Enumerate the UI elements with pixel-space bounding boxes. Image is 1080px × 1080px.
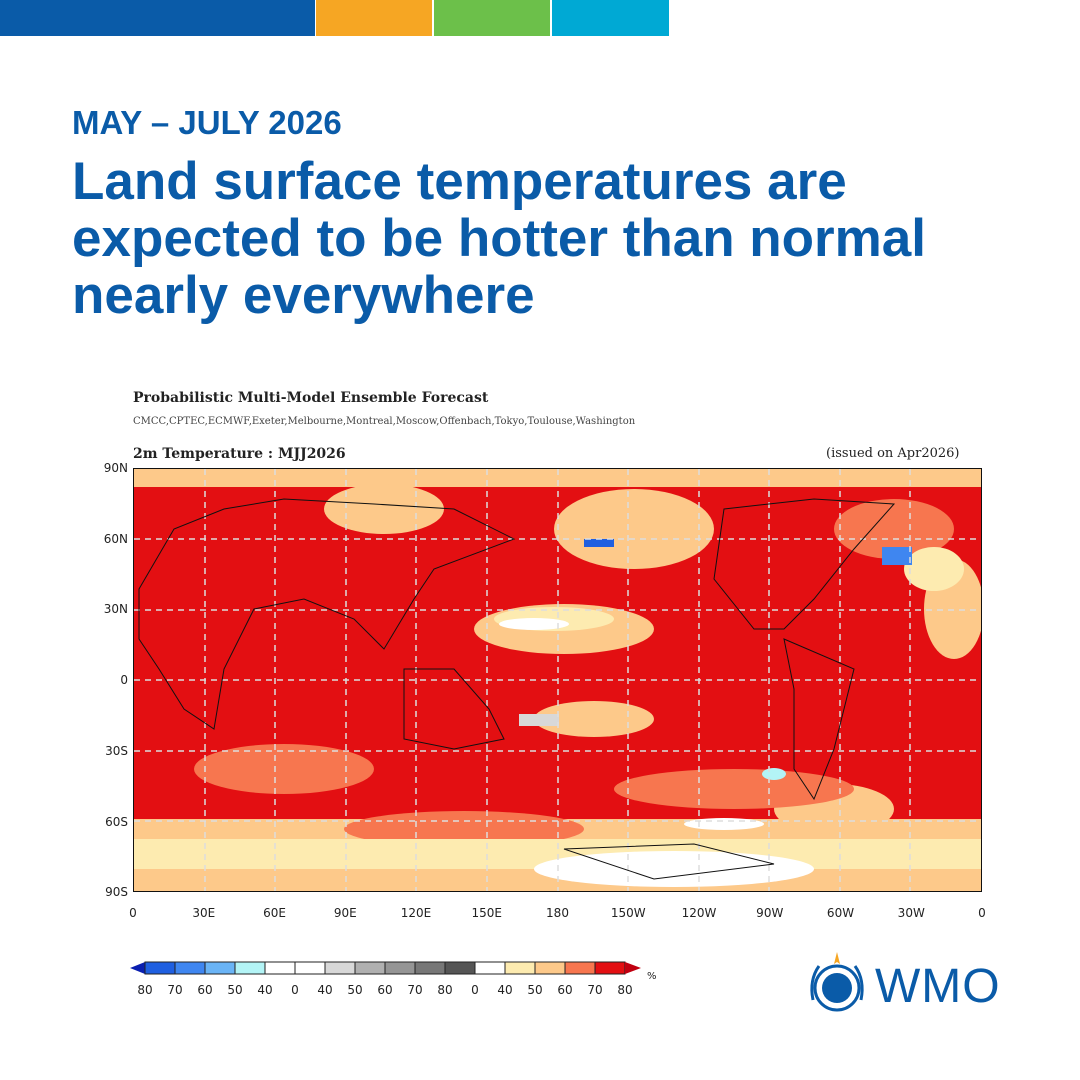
figure-issued: (issued on Apr2026) [826,446,960,461]
colorbar-swatch [324,961,356,975]
lat-tick-label: 90S [105,885,128,900]
brand-bar-green [434,0,550,36]
wmo-emblem-icon [810,952,864,1012]
lon-tick-label: 180 [546,906,569,920]
colorbar-label: 0 [471,983,479,997]
colorbar-label: 70 [587,983,603,997]
colorbar-swatch [534,961,566,975]
lon-tick-label: 120E [400,906,432,920]
wmo-logo-text: WMO [875,959,1001,1013]
colorbar-label: 80 [617,983,633,997]
colorbar-swatch [234,961,266,975]
colorbar-label: 60 [377,983,393,997]
lon-tick-label: 0 [129,906,137,920]
colorbar-label: 60 [197,983,213,997]
forecast-map [133,468,984,892]
lon-tick-label: 30E [192,906,216,920]
lon-tick-label: 30W [897,906,925,920]
lat-tick-label: 30N [103,602,128,617]
brand-bar-orange [316,0,432,36]
colorbar-swatch [264,961,296,975]
colorbar-swatch [144,961,176,975]
lon-tick-label: 150W [610,906,646,920]
lat-tick-label: 0 [120,673,128,688]
colorbar-swatch [354,961,386,975]
colorbar-label: 50 [227,983,243,997]
lon-tick-label: 120W [681,906,717,920]
period-subtitle: MAY – JULY 2026 [72,104,342,141]
lat-tick-label: 60N [103,531,128,546]
lon-tick-label: 60E [263,906,286,920]
lat-tick-label: 60S [105,814,128,829]
lat-tick-label: 30S [105,743,128,758]
colorbar-label: 70 [167,983,183,997]
lon-tick-label: 0 [978,906,986,920]
colorbar-swatch [504,961,536,975]
colorbar-unit: % [647,971,657,982]
colorbar-swatch [444,961,476,975]
colorbar-label: 80 [137,983,153,997]
colorbar-swatch [474,961,506,975]
lon-tick-label: 90W [756,906,784,920]
colorbar-max-arrow [625,962,641,974]
colorbar-swatch [384,961,416,975]
figure-title: Probabilistic Multi-Model Ensemble Forec… [133,390,489,406]
colorbar-label: 70 [407,983,423,997]
brand-bar-blue [0,0,315,36]
colorbar-label: 40 [497,983,513,997]
lon-tick-label: 60W [826,906,855,920]
colorbar-swatch [204,961,236,975]
colorbar-swatch [174,961,206,975]
figure-variable: 2m Temperature : MJJ2026 [133,446,346,462]
colorbar-label: 50 [347,983,363,997]
colorbar-swatch [594,961,626,975]
lat-tick-label: 90N [103,461,128,475]
colorbar-min-arrow [130,962,145,974]
colorbar: 80 70 60 50 40 0 40 50 60 70 80 0 40 50 60 70 80% [130,958,670,999]
colorbar-label: 60 [557,983,573,997]
lon-tick-label: 90E [333,906,357,920]
headline: Land surface temperatures are expected t… [72,152,927,325]
colorbar-label: 40 [257,983,273,997]
colorbar-swatch [294,961,326,975]
colorbar-label: 50 [527,983,543,997]
brand-bar-cyan [552,0,669,36]
wmo-logo: WMO [805,950,1001,1022]
colorbar-swatch [414,961,446,975]
colorbar-swatch [564,961,596,975]
colorbar-label: 0 [291,983,299,997]
colorbar-label: 40 [317,983,333,997]
colorbar-label: 80 [437,983,453,997]
lon-tick-label: 150E [471,906,503,920]
figure-centres: CMCC,CPTEC,ECMWF,Exeter,Melbourne,Montre… [133,416,636,427]
